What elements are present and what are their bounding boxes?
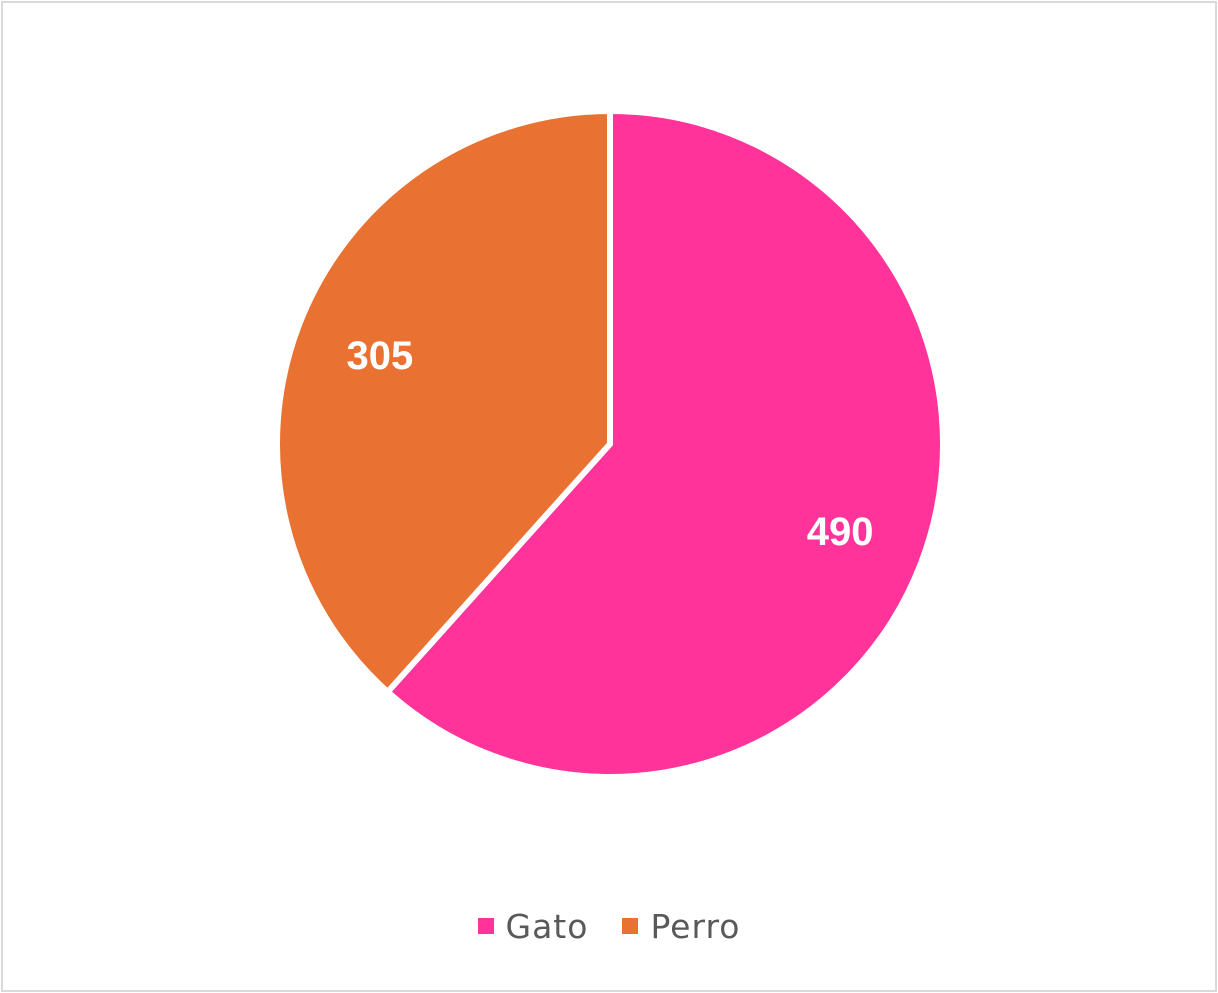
legend-item-perro: Perro: [622, 907, 740, 946]
legend-label-gato: Gato: [505, 906, 589, 946]
legend-swatch-gato: [477, 918, 494, 934]
pie-data-labels: 490 305: [347, 334, 874, 554]
data-label-perro: 305: [347, 334, 414, 378]
legend-swatch-perro: [622, 918, 639, 934]
legend-item-gato: Gato: [477, 906, 589, 946]
pie-slice-perro: [274, 107, 613, 697]
data-label-gato: 490: [807, 510, 874, 554]
chart-legend: Gato Perro: [3, 903, 1215, 949]
pie-slices: [274, 107, 946, 780]
legend-label-perro: Perro: [650, 906, 741, 946]
pie-slice-gato: [383, 107, 946, 780]
pie-chart: 490 305: [274, 107, 946, 780]
